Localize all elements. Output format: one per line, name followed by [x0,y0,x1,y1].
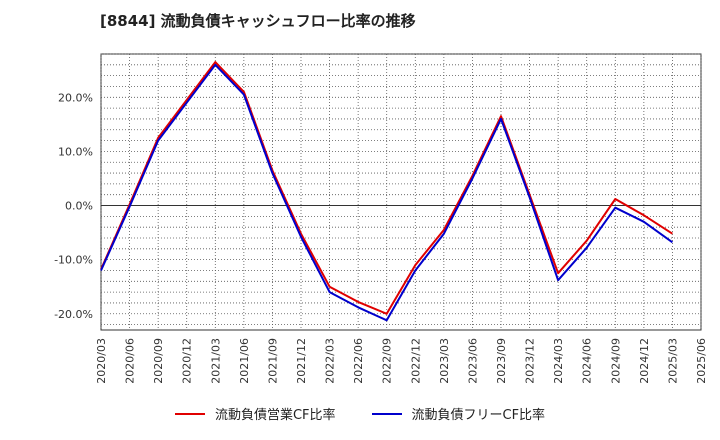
x-tick-label: 2024/12 [638,338,651,384]
x-tick-label: 2023/03 [438,338,451,384]
y-tick-label: -20.0% [54,308,93,321]
legend-swatch-free-cf [371,412,402,415]
x-tick-label: 2022/03 [324,338,337,384]
x-tick-label: 2025/06 [695,338,708,384]
x-tick-label: 2020/03 [95,338,108,384]
x-tick-label: 2021/09 [266,338,279,384]
x-tick-label: 2023/12 [524,338,537,384]
x-tick-label: 2024/03 [552,338,565,384]
y-tick-label: 0.0% [65,200,93,213]
x-tick-label: 2022/09 [381,338,394,384]
legend-item-free-cf: 流動負債フリーCF比率 [371,404,546,423]
x-tick-label: 2022/12 [409,338,422,384]
legend-label-free-cf: 流動負債フリーCF比率 [411,408,546,423]
legend-label-operating-cf: 流動負債営業CF比率 [214,408,336,423]
y-tick-label: -10.0% [54,254,93,267]
x-tick-label: 2024/09 [609,338,622,384]
x-tick-label: 2022/06 [352,338,365,384]
x-tick-label: 2025/03 [666,338,679,384]
y-tick-label: 20.0% [58,91,93,104]
x-tick-label: 2020/06 [124,338,137,384]
x-tick-label: 2021/03 [209,338,222,384]
legend-swatch-operating-cf [174,412,205,415]
legend: 流動負債営業CF比率 流動負債フリーCF比率 [0,404,720,423]
x-tick-label: 2021/12 [295,338,308,384]
series-line-free-cf [100,63,673,322]
x-tick-label: 2020/12 [181,338,194,384]
x-tick-label: 2024/06 [581,338,594,384]
y-tick-label: 10.0% [58,145,93,158]
x-tick-label: 2020/09 [152,338,165,384]
legend-item-operating-cf: 流動負債営業CF比率 [174,404,336,423]
x-tick-label: 2023/06 [466,338,479,384]
series-line-operating-cf [100,61,673,315]
x-tick-label: 2023/09 [495,338,508,384]
x-tick-label: 2021/06 [238,338,251,384]
chart-title: [8844] 流動負債キャッシュフロー比率の推移 [100,12,416,30]
